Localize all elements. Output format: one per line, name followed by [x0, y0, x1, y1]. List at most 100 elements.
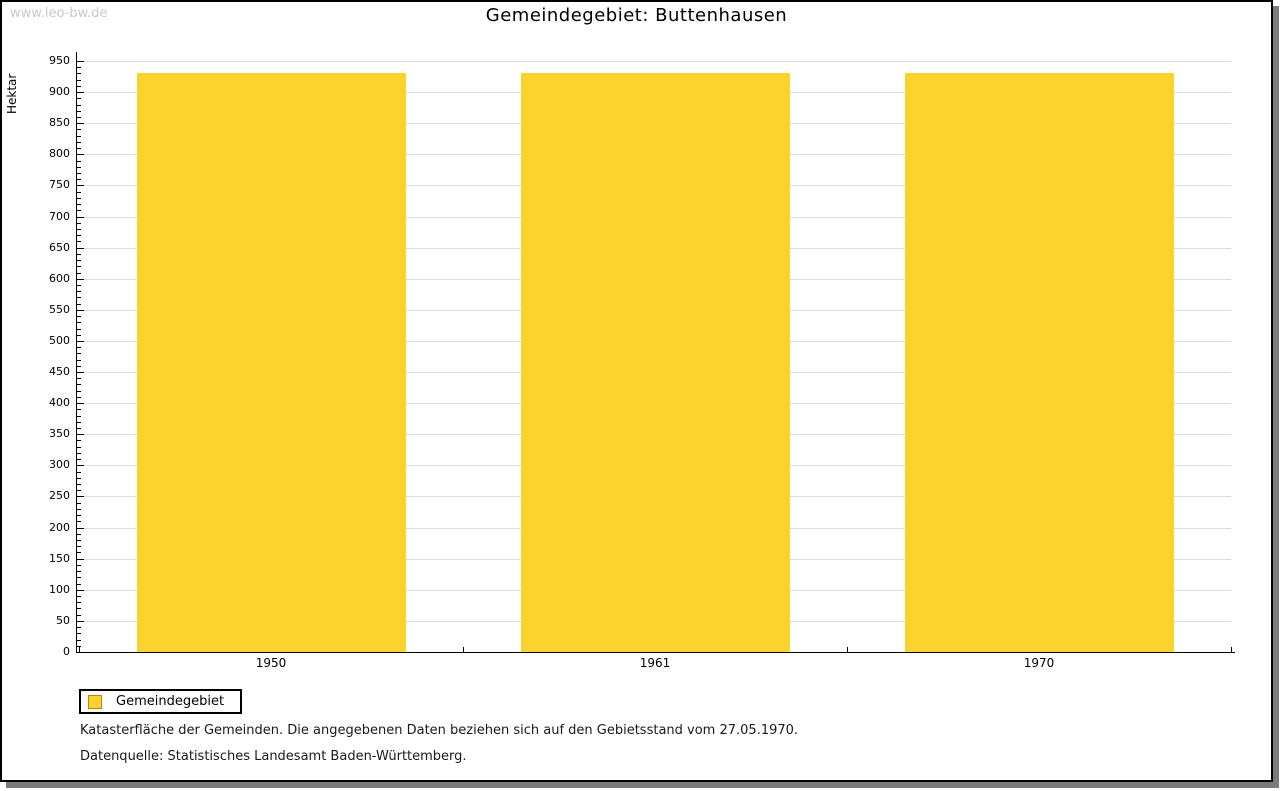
y-minor-tick	[77, 110, 81, 112]
watermark: www.leo-bw.de	[10, 6, 108, 21]
y-minor-tick	[77, 459, 81, 461]
y-tick-label: 800	[49, 147, 70, 161]
y-minor-tick	[77, 378, 81, 380]
y-minor-tick	[77, 552, 81, 554]
y-minor-tick	[77, 204, 81, 206]
y-minor-tick	[77, 116, 81, 118]
y-major-tick	[77, 372, 84, 374]
x-category-label: 1961	[639, 656, 671, 670]
y-minor-tick	[77, 160, 81, 162]
y-major-tick	[77, 496, 84, 498]
y-axis-title: Hektar	[5, 73, 19, 114]
y-tick-label: 450	[49, 365, 70, 379]
y-major-tick	[77, 465, 84, 467]
y-major-tick	[77, 278, 84, 280]
y-major-tick	[77, 340, 84, 342]
y-minor-tick	[77, 564, 81, 566]
y-minor-tick	[77, 645, 81, 647]
y-major-tick	[77, 403, 84, 405]
y-minor-tick	[77, 577, 81, 579]
footnote-datenquelle: Datenquelle: Statistisches Landesamt Bad…	[80, 749, 467, 764]
y-minor-tick	[77, 546, 81, 548]
y-minor-tick	[77, 129, 81, 131]
bar-1970	[904, 72, 1174, 652]
x-boundary-tick	[463, 647, 464, 652]
chart-title: Gemeindegebiet: Buttenhausen	[485, 5, 788, 26]
x-boundary-tick	[1231, 647, 1232, 652]
y-minor-tick	[77, 210, 81, 212]
bar-1961	[520, 72, 790, 652]
y-minor-tick	[77, 297, 81, 299]
y-minor-tick	[77, 73, 81, 75]
y-minor-tick	[77, 197, 81, 199]
y-minor-tick	[77, 471, 81, 473]
y-minor-tick	[77, 322, 81, 324]
y-tick-label: 100	[49, 582, 70, 596]
x-category-label: 1970	[1023, 656, 1055, 670]
y-major-tick	[77, 61, 84, 62]
y-minor-tick	[77, 484, 81, 486]
y-minor-tick	[77, 415, 81, 417]
y-major-tick	[77, 123, 84, 125]
y-minor-tick	[77, 571, 81, 573]
x-category-label: 1950	[255, 656, 287, 670]
legend-swatch	[88, 694, 102, 709]
y-minor-tick	[77, 446, 81, 448]
y-minor-tick	[77, 452, 81, 454]
y-major-tick	[77, 92, 84, 94]
y-tick-label: 350	[49, 427, 70, 441]
y-axis-line	[76, 52, 77, 653]
y-minor-tick	[77, 222, 81, 224]
y-minor-tick	[77, 353, 81, 355]
y-minor-tick	[77, 639, 81, 641]
y-minor-tick	[77, 291, 81, 293]
y-tick-label: 250	[49, 489, 70, 503]
y-minor-tick	[77, 228, 81, 230]
y-tick-label: 300	[49, 458, 70, 472]
y-minor-tick	[77, 172, 81, 174]
y-minor-tick	[77, 633, 81, 635]
y-minor-tick	[77, 540, 81, 542]
legend-label: Gemeindegebiet	[116, 694, 225, 709]
gridline	[79, 61, 1231, 62]
y-minor-tick	[77, 359, 81, 361]
y-minor-tick	[77, 284, 81, 286]
y-minor-tick	[77, 428, 81, 430]
y-minor-tick	[77, 104, 81, 106]
y-minor-tick	[77, 67, 81, 69]
y-major-tick	[77, 620, 84, 622]
y-minor-tick	[77, 328, 81, 330]
y-minor-tick	[77, 179, 81, 181]
y-tick-label: 150	[49, 551, 70, 565]
y-minor-tick	[77, 502, 81, 504]
y-minor-tick	[77, 384, 81, 386]
x-boundary-tick	[847, 647, 848, 652]
y-minor-tick	[77, 477, 81, 479]
y-minor-tick	[77, 79, 81, 81]
y-tick-label: 600	[49, 271, 70, 285]
y-tick-label: 500	[49, 333, 70, 347]
y-tick-label: 700	[49, 209, 70, 223]
y-minor-tick	[77, 614, 81, 616]
y-minor-tick	[77, 235, 81, 237]
y-minor-tick	[77, 347, 81, 349]
y-minor-tick	[77, 533, 81, 535]
y-major-tick	[77, 652, 84, 653]
y-minor-tick	[77, 508, 81, 510]
y-minor-tick	[77, 390, 81, 392]
bar-1950	[136, 72, 406, 652]
y-minor-tick	[77, 303, 81, 305]
y-minor-tick	[77, 409, 81, 411]
y-major-tick	[77, 558, 84, 560]
y-minor-tick	[77, 85, 81, 87]
y-tick-label: 950	[49, 54, 70, 67]
y-tick-label: 650	[49, 240, 70, 254]
y-tick-label: 850	[49, 116, 70, 130]
footnote-gebietsstand: Katasterfläche der Gemeinden. Die angege…	[80, 723, 799, 738]
y-minor-tick	[77, 515, 81, 517]
y-minor-tick	[77, 135, 81, 137]
y-minor-tick	[77, 627, 81, 629]
y-minor-tick	[77, 141, 81, 143]
y-minor-tick	[77, 602, 81, 604]
